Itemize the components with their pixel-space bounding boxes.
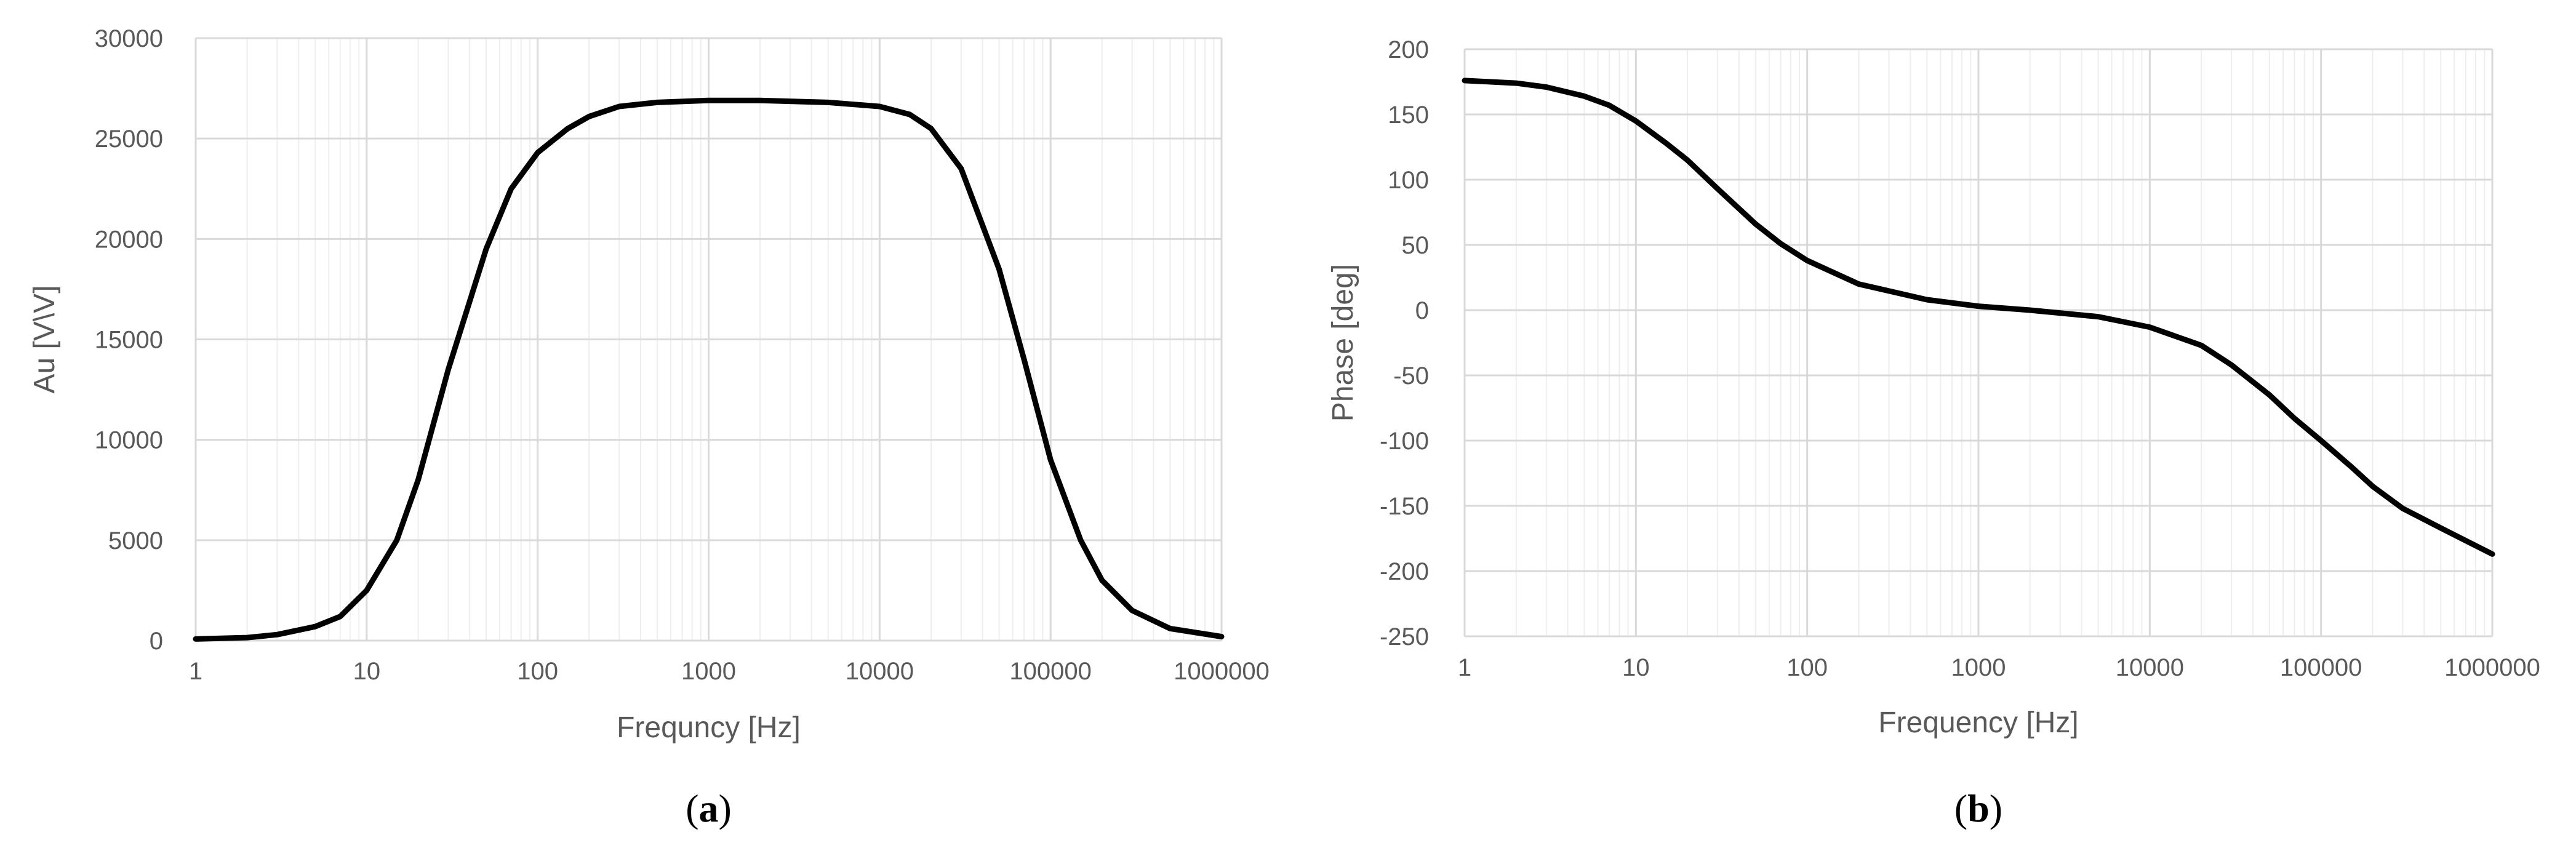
y-tick-label: 20000 — [95, 226, 163, 253]
panel-label: (b) — [1954, 786, 2002, 830]
series-line — [1462, 78, 2495, 557]
x-tick-label: 1000000 — [2444, 654, 2540, 681]
y-axis-title: Au [V\V] — [28, 285, 61, 393]
x-tick-label: 10000 — [2116, 654, 2184, 681]
y-tick-label: 50 — [1402, 232, 1430, 259]
y-tick-label: 25000 — [95, 126, 163, 153]
grid — [194, 37, 1223, 642]
y-tick-label: 200 — [1388, 36, 1429, 63]
y-tick-label: -50 — [1393, 362, 1429, 390]
x-axis-title: Frequncy [Hz] — [617, 711, 801, 744]
x-tick-label: 1000000 — [1174, 658, 1270, 685]
x-tick-label: 1 — [1458, 654, 1471, 681]
y-tick-label: 15000 — [95, 327, 163, 354]
x-axis-title: Frequency [Hz] — [1878, 706, 2078, 739]
y-tick-label: 30000 — [95, 25, 163, 52]
x-tick-label: 10000 — [846, 658, 914, 685]
x-tick-label: 1 — [189, 658, 202, 685]
y-tick-label: 150 — [1388, 102, 1429, 129]
x-tick-label: 10 — [353, 658, 381, 685]
x-tick-label: 100 — [1786, 654, 1828, 681]
y-tick-label: -100 — [1380, 428, 1429, 455]
y-tick-label: 5000 — [108, 527, 163, 554]
chart-panel-b: -250 -200 -150 -100 -50 0 50 100 150 200 1 10 100 100… — [1327, 36, 2540, 830]
y-tick-label: -250 — [1380, 623, 1429, 650]
chart-panel-a: 0 5000 10000 15000 20000 25000 30000 1 10 100 1000… — [28, 25, 1270, 830]
y-axis-title: Phase [deg] — [1327, 264, 1359, 422]
x-tick-label: 1000 — [1951, 654, 2006, 681]
y-tick-label: 100 — [1388, 167, 1429, 194]
y-tick-label: 0 — [1415, 297, 1429, 324]
x-tick-label: 100000 — [2280, 654, 2362, 681]
x-tick-label: 100 — [517, 658, 558, 685]
x-tick-label: 1000 — [681, 658, 736, 685]
x-tick-label: 10 — [1622, 654, 1650, 681]
y-tick-label: -150 — [1380, 493, 1429, 520]
x-tick-label: 100000 — [1009, 658, 1091, 685]
grid — [1463, 48, 2494, 638]
series-line — [193, 97, 1225, 642]
y-tick-label: 0 — [150, 628, 163, 655]
panel-label: (a) — [686, 786, 732, 830]
y-tick-label: -200 — [1380, 558, 1429, 585]
y-tick-label: 10000 — [95, 427, 163, 454]
